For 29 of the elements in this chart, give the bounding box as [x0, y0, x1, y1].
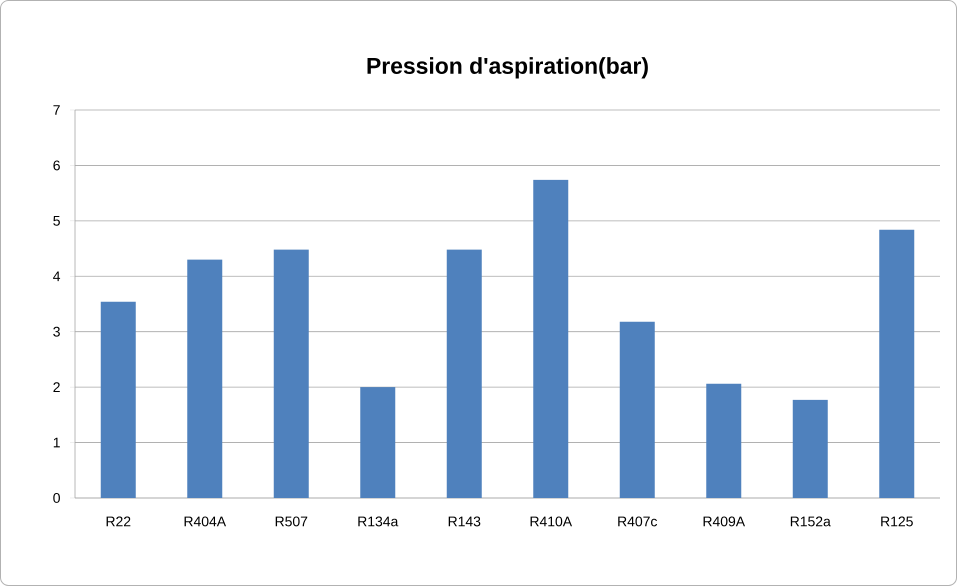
x-tick-label: R152a [790, 516, 831, 526]
bar [706, 384, 742, 498]
bar [879, 230, 914, 498]
bar [792, 400, 828, 498]
y-tick-label: 6 [53, 160, 60, 170]
x-tick-label: R407c [618, 516, 658, 526]
bar [100, 302, 136, 498]
y-tick-label: 3 [53, 326, 60, 337]
x-tick-label: R507 [276, 516, 308, 526]
y-tick-label: 1 [54, 438, 60, 448]
bar [187, 260, 222, 498]
bar [533, 180, 568, 498]
y-tick-label: 0 [53, 493, 60, 503]
x-tick-label: R22 [106, 516, 130, 526]
chart-title: Pression d'aspiration(bar) [368, 57, 648, 78]
bar [446, 250, 482, 498]
x-tick-label: R409A [704, 516, 746, 526]
y-tick-label: 4 [53, 271, 60, 282]
y-tick-label: 2 [53, 382, 60, 392]
x-tick-label: R410A [530, 516, 572, 526]
bar [274, 250, 309, 498]
x-tick-label: R143 [448, 516, 480, 526]
x-tick-label: R125 [881, 516, 913, 526]
x-tick-label: R134a [358, 516, 398, 526]
y-tick-label: 7 [53, 105, 60, 115]
y-tick-label: 5 [53, 216, 60, 226]
bar [620, 322, 655, 498]
bar [360, 387, 396, 498]
x-tick-label: R404A [184, 516, 226, 526]
